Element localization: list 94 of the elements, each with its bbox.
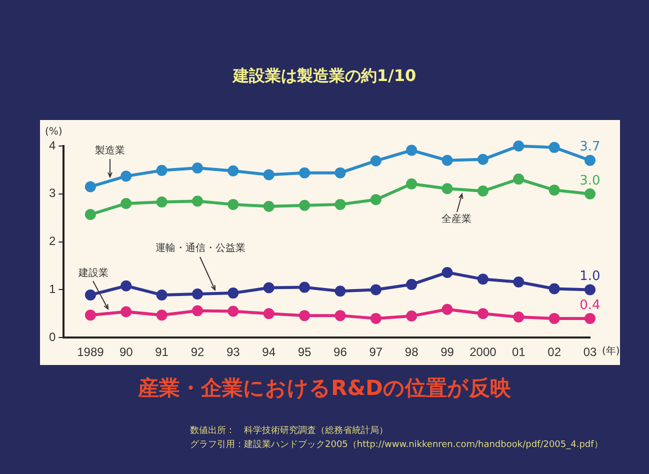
data-label: 1.0 [580, 269, 600, 284]
x-tick-label: 96 [334, 345, 348, 360]
point [120, 170, 132, 182]
point [120, 280, 132, 292]
point [156, 289, 168, 300]
x-tick-label: 94 [262, 345, 276, 360]
point [84, 181, 96, 192]
point [84, 208, 96, 220]
y-tick-label: 1 [48, 282, 56, 296]
x-tick-label: 1989 [77, 345, 104, 360]
point [228, 306, 239, 317]
point [477, 186, 488, 197]
point [513, 276, 524, 288]
point [84, 289, 96, 300]
point [513, 140, 524, 152]
x-tick-label: 01 [512, 345, 526, 360]
point [263, 282, 274, 294]
point [477, 154, 488, 165]
point [334, 167, 346, 178]
point [228, 165, 239, 176]
point [442, 266, 453, 278]
point [334, 310, 346, 322]
point [406, 310, 418, 322]
point [406, 144, 418, 156]
point [84, 310, 96, 321]
x-tick-label: 99 [440, 345, 454, 360]
point [156, 196, 168, 208]
point [263, 169, 274, 180]
point [477, 308, 488, 320]
point [156, 164, 168, 176]
point [584, 312, 596, 324]
point [584, 284, 596, 296]
x-tick-label: 03 [583, 345, 597, 360]
x-tick-label: 98 [404, 345, 419, 360]
text: グラフ引用：建設業ハンドブック2005（http://www.nikkenren.com/handbook/pdf/2005_4.pdf） [190, 438, 603, 452]
y-tick-label: 0 [48, 330, 56, 344]
x-tick-label: 97 [369, 345, 383, 360]
data-label: 3.7 [580, 140, 600, 155]
x-tick-label: 91 [155, 345, 169, 360]
point [442, 304, 453, 315]
text: 産業・企業におけるR&Dの位置が反映 [136, 375, 512, 402]
point [548, 184, 560, 196]
point [548, 312, 560, 324]
point [299, 167, 310, 178]
x-tick-label: 90 [119, 345, 134, 360]
point [263, 308, 274, 320]
point [406, 278, 418, 290]
point [513, 312, 524, 323]
point [192, 196, 203, 207]
data-label: 0.4 [580, 298, 600, 313]
point [548, 142, 560, 153]
point [120, 198, 132, 209]
point [156, 310, 168, 321]
point [334, 286, 346, 297]
text: 建設業 [77, 267, 108, 280]
x-tick-label: 2000 [470, 345, 497, 360]
point [442, 154, 453, 166]
y-tick-label: 3 [48, 186, 56, 200]
x-tick-label: 95 [298, 345, 312, 360]
point [120, 306, 132, 318]
point [370, 284, 382, 296]
point [370, 312, 382, 324]
point [477, 274, 488, 285]
x-tick-label: 92 [190, 345, 204, 360]
y-tick-label: 4 [48, 138, 56, 152]
point [299, 282, 310, 293]
text: 運輸・通信・公益業 [155, 242, 246, 254]
point [192, 305, 203, 316]
point [406, 178, 418, 190]
point [334, 198, 346, 210]
point [370, 155, 382, 166]
x-tick-label: 02 [548, 345, 562, 360]
y-axis-title: (%) [45, 126, 62, 138]
x-tick-label: 93 [226, 345, 240, 360]
data-label: 3.0 [580, 173, 600, 188]
point [584, 154, 596, 166]
point [228, 198, 239, 210]
text: 数値出所： 科学技術研究調査（総務省統計局） [190, 424, 389, 438]
point [513, 174, 524, 185]
point [192, 162, 203, 174]
point [299, 200, 310, 211]
chart-title: 建設業は製造業の約1/10 [231, 66, 418, 87]
point [548, 283, 560, 294]
point [584, 188, 596, 200]
point [192, 288, 203, 300]
x-axis-title: (年) [602, 345, 620, 358]
point [228, 288, 239, 299]
text: 全産業 [442, 213, 472, 226]
point [370, 194, 382, 206]
y-tick-label: 2 [48, 234, 56, 248]
series-label: 製造業 [95, 144, 126, 157]
point [263, 200, 274, 212]
point [442, 183, 453, 194]
point [299, 310, 310, 322]
